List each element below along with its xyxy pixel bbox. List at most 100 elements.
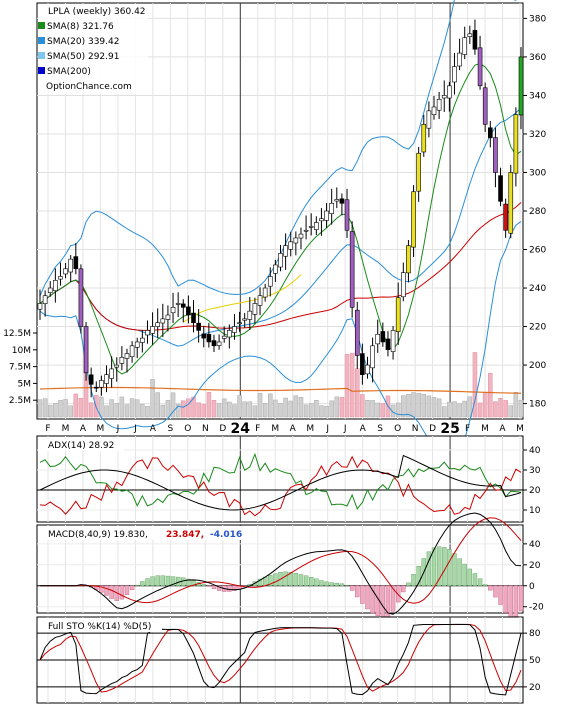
macd-histogram-bar xyxy=(406,582,411,586)
volume-y-axis: 12.5M 10M 7.5M 5M 2.5M xyxy=(3,329,37,406)
candle-body xyxy=(232,326,237,333)
price-tick-label: 200 xyxy=(529,361,546,371)
candle-body xyxy=(406,245,411,274)
volume-bar xyxy=(339,397,345,418)
macd-histogram-bar xyxy=(216,585,222,591)
candle-body xyxy=(452,66,457,83)
legend-swatch xyxy=(38,37,45,44)
macd-histogram-bar xyxy=(360,585,365,604)
x-tick-label: N xyxy=(202,424,209,434)
candle-body xyxy=(140,337,145,343)
candle-body xyxy=(477,47,483,87)
volume-bar xyxy=(370,400,375,418)
macd-histogram-bar xyxy=(334,582,339,586)
stochastic-y-axis: 20 50 80 xyxy=(523,629,541,693)
volume-bar xyxy=(395,402,401,418)
candle-body xyxy=(293,237,299,244)
candle-body xyxy=(457,52,462,67)
candle-body xyxy=(472,30,478,50)
x-axis-labels: F M A M J J A S O N D 24 F M A M J J A S O N D 25 F M A M xyxy=(45,421,523,437)
candle-body xyxy=(498,175,503,202)
macd-signal-value: 23.847, xyxy=(166,530,204,540)
x-tick-label: O xyxy=(394,424,401,434)
volume-bar xyxy=(380,403,386,418)
macd-histogram-bar xyxy=(329,582,334,586)
stochastic-k-line xyxy=(39,623,522,696)
macd-histogram-bar xyxy=(232,585,237,591)
price-tick-label: 180 xyxy=(529,400,546,410)
volume-bar xyxy=(390,404,396,418)
macd-histogram-bar xyxy=(508,585,513,618)
candle-body xyxy=(191,312,196,324)
legend-label: SMA(20) 339.42 xyxy=(47,37,119,47)
macd-tick-label: -20 xyxy=(529,603,544,613)
volume-bar xyxy=(467,396,473,418)
x-tick-label: S xyxy=(168,424,174,434)
candle-body xyxy=(303,229,309,232)
macd-signal-line xyxy=(40,517,522,604)
price-tick-label: 360 xyxy=(529,53,546,63)
adx-lines xyxy=(39,452,522,517)
volume-bar xyxy=(170,392,176,418)
candle-body xyxy=(88,374,94,385)
macd-histogram-bar xyxy=(518,585,524,612)
volume-bar xyxy=(150,379,155,418)
watermark: OptionChance.com xyxy=(46,82,132,92)
volume-bar xyxy=(242,401,247,418)
macd-histogram-bar xyxy=(129,585,135,591)
x-tick-label: 25 xyxy=(440,421,459,437)
candle-body xyxy=(114,364,120,368)
volume-bar xyxy=(360,394,365,418)
price-tick-label: 320 xyxy=(529,130,546,140)
volume-bar xyxy=(493,401,498,418)
volume-bar xyxy=(196,402,201,418)
macd-histogram-bar xyxy=(355,585,360,598)
candle-body xyxy=(37,303,43,310)
x-tick-label: M xyxy=(516,424,524,434)
macd-histogram-bar xyxy=(186,578,191,586)
candle-body xyxy=(93,386,99,389)
volume-bar xyxy=(365,400,370,418)
price-tick-label: 300 xyxy=(529,168,546,178)
volume-bar xyxy=(401,395,406,418)
candle-body xyxy=(278,253,283,268)
macd-tick-label: 20 xyxy=(529,561,541,571)
price-tick-label: 380 xyxy=(529,14,546,24)
candle-body xyxy=(508,172,514,234)
candle-body xyxy=(503,203,508,231)
volume-bar xyxy=(457,403,462,418)
macd-histogram-bar xyxy=(211,585,217,589)
candle-body xyxy=(104,374,109,384)
macd-histogram-bar xyxy=(135,584,140,586)
candle-body xyxy=(221,335,227,339)
macd-histogram-bar xyxy=(288,572,293,586)
adx-panel: ADX(14) 28.92 10 20 30 40 xyxy=(36,435,541,523)
volume-bar xyxy=(334,396,340,418)
volume-bar xyxy=(319,405,324,418)
candle-body xyxy=(349,231,355,308)
x-tick-label: M xyxy=(271,424,279,434)
volume-tick-label: 12.5M xyxy=(3,329,31,339)
macd-histogram-bar xyxy=(339,583,345,586)
legend-label: SMA(8) 321.76 xyxy=(47,22,114,32)
macd-histogram-bar xyxy=(467,568,473,586)
volume-bar xyxy=(181,400,186,418)
volume-bar xyxy=(324,405,329,418)
legend-swatch xyxy=(38,22,45,29)
macd-histogram-bar xyxy=(498,585,503,605)
macd-histogram-bar xyxy=(462,563,467,586)
volume-bar xyxy=(63,399,68,418)
volume-bar xyxy=(472,352,478,418)
x-tick-label: M xyxy=(97,424,105,434)
volume-bar xyxy=(488,373,493,418)
macd-histogram-bar xyxy=(416,566,421,586)
candle-body xyxy=(124,353,130,359)
volume-bar xyxy=(431,397,437,418)
volume-bar xyxy=(114,403,120,418)
candle-body xyxy=(237,322,242,325)
macd-histogram-bar xyxy=(457,558,462,586)
volume-bar xyxy=(186,398,191,418)
candle-body xyxy=(134,341,140,348)
volume-bar xyxy=(329,400,334,418)
stochastic-lines xyxy=(39,623,522,696)
